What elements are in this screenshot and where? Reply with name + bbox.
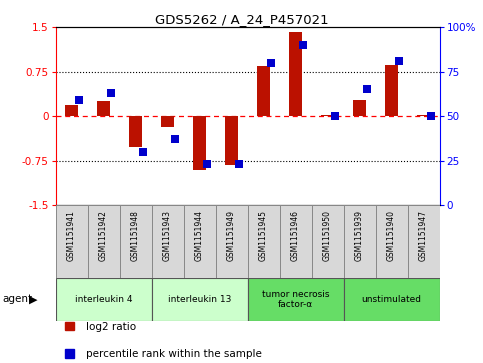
Point [298, 42, 306, 48]
Bar [129, 116, 142, 147]
Point [107, 90, 114, 96]
Bar [97, 101, 110, 116]
Bar [248, 278, 343, 321]
Point [203, 161, 211, 167]
Point [331, 113, 339, 119]
Bar [120, 205, 152, 278]
Bar [56, 278, 152, 321]
Bar [215, 205, 248, 278]
Point [75, 97, 83, 103]
Bar [248, 205, 280, 278]
Bar [343, 205, 376, 278]
Bar [152, 278, 248, 321]
Text: GDS5262 / A_24_P457021: GDS5262 / A_24_P457021 [155, 13, 328, 26]
Text: ▶: ▶ [28, 294, 37, 305]
Text: GSM1151947: GSM1151947 [419, 210, 428, 261]
Text: log2 ratio: log2 ratio [86, 322, 136, 332]
Point [395, 58, 402, 64]
Bar [193, 116, 206, 170]
Bar [65, 106, 78, 116]
Text: GSM1151946: GSM1151946 [291, 210, 300, 261]
Bar [87, 205, 120, 278]
Point [363, 86, 370, 92]
Bar [257, 66, 270, 116]
Text: GSM1151950: GSM1151950 [323, 210, 332, 261]
Bar [417, 115, 430, 116]
Text: interleukin 4: interleukin 4 [75, 295, 132, 304]
Bar [312, 205, 343, 278]
Point [139, 149, 146, 155]
Text: unstimulated: unstimulated [362, 295, 422, 304]
Point [426, 113, 434, 119]
Bar [161, 116, 174, 127]
Text: percentile rank within the sample: percentile rank within the sample [86, 349, 262, 359]
Text: GSM1151944: GSM1151944 [195, 210, 204, 261]
Bar [280, 205, 312, 278]
Bar [408, 205, 440, 278]
Text: GSM1151939: GSM1151939 [355, 210, 364, 261]
Bar [225, 116, 238, 165]
Bar [184, 205, 215, 278]
Text: agent: agent [2, 294, 32, 305]
Bar [152, 205, 184, 278]
Bar [56, 205, 87, 278]
Text: GSM1151941: GSM1151941 [67, 210, 76, 261]
Text: tumor necrosis
factor-α: tumor necrosis factor-α [262, 290, 329, 309]
Text: GSM1151942: GSM1151942 [99, 210, 108, 261]
Point [235, 161, 242, 167]
Text: GSM1151948: GSM1151948 [131, 210, 140, 261]
Bar [385, 65, 398, 116]
Bar [376, 205, 408, 278]
Bar [321, 115, 334, 116]
Text: GSM1151949: GSM1151949 [227, 210, 236, 261]
Bar [353, 99, 366, 116]
Text: GSM1151943: GSM1151943 [163, 210, 172, 261]
Text: GSM1151945: GSM1151945 [259, 210, 268, 261]
Point [170, 136, 178, 142]
Bar [343, 278, 440, 321]
Text: interleukin 13: interleukin 13 [168, 295, 231, 304]
Text: GSM1151940: GSM1151940 [387, 210, 396, 261]
Bar [289, 32, 302, 116]
Point [267, 60, 274, 66]
